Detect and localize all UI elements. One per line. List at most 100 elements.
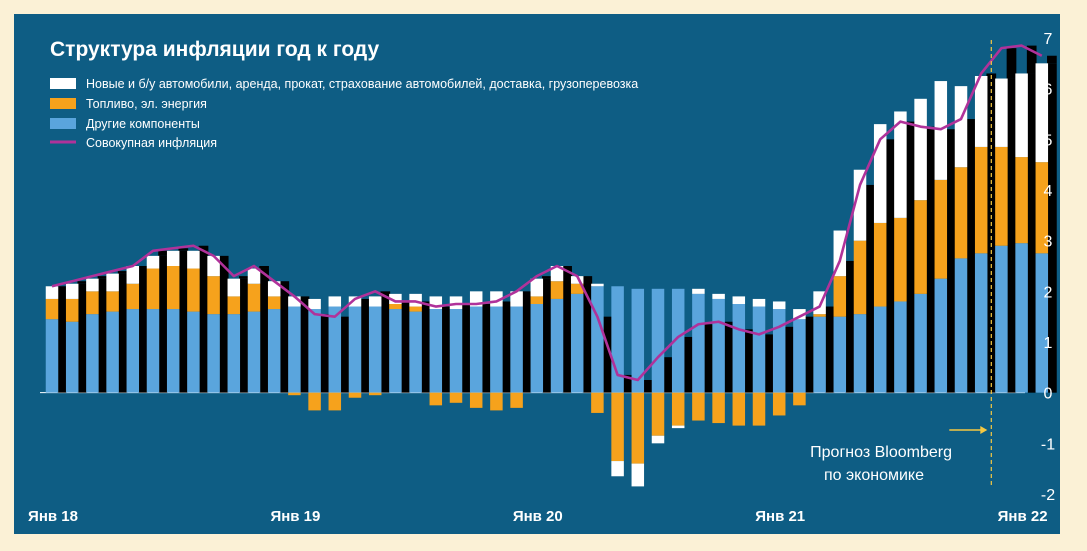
shadow-col-32 (703, 324, 714, 393)
bar-fuel-26 (570, 283, 584, 294)
shadow-col-30 (663, 357, 673, 393)
shadow-col-47 (1006, 78, 1017, 393)
shadow-col-20 (461, 304, 471, 393)
shadow-col-12 (299, 296, 310, 393)
bar-other-31 (671, 288, 685, 393)
bar-fuel-24 (530, 296, 544, 304)
legend: Новые и б/у автомобили, аренда, прокат, … (50, 77, 638, 150)
shadow-7 (198, 245, 209, 251)
bar-cars-3 (106, 273, 119, 292)
bar-cars-33 (712, 293, 725, 299)
bar-cars-34 (732, 296, 746, 304)
bar-cars-24 (530, 278, 544, 297)
y-axis-ticks: 7 6 5 4 3 2 1 0 -1 -2 (1041, 31, 1055, 504)
legend-label-other: Другие компоненты (86, 117, 200, 131)
shadow-col-23 (521, 291, 532, 393)
bar-cars-23 (510, 291, 523, 307)
shadow-col-16 (380, 296, 391, 393)
bar-fuel-21 (469, 392, 483, 408)
bar-other-26 (570, 293, 584, 393)
chart-title: Структура инфляции год к году (50, 38, 379, 61)
bar-cars-39 (833, 230, 847, 277)
shadow-3 (117, 271, 128, 274)
bar-other-41 (873, 306, 887, 393)
bar-fuel-49 (1035, 162, 1049, 254)
bar-cars-35 (752, 298, 766, 307)
shadow-col-17 (400, 301, 411, 393)
bar-other-40 (853, 314, 867, 393)
shadow-col-19 (441, 306, 451, 393)
shadow-col-49 (1047, 63, 1057, 393)
shadow-col-33 (723, 321, 734, 393)
bar-fuel-37 (793, 392, 806, 406)
forecast-group: Прогноз Bloomberg по экономике (810, 40, 992, 486)
bar-cars-46 (974, 76, 988, 147)
bar-other-42 (894, 301, 907, 393)
x-tick-label: Янв 18 (28, 508, 78, 525)
total-line-group (51, 44, 1043, 382)
shadow-1 (77, 281, 88, 284)
shadow-col-37 (804, 316, 815, 393)
bar-other-6 (166, 309, 180, 393)
y-tick-label: 7 (1044, 31, 1053, 48)
bar-fuel-35 (752, 392, 766, 426)
bar-other-36 (772, 309, 786, 393)
bar-other-9 (227, 314, 241, 393)
bar-fuel-36 (772, 392, 786, 416)
shadow-col-6 (178, 250, 189, 393)
shadow-col-3 (117, 273, 128, 393)
bar-other-46 (974, 253, 988, 393)
bar-fuel-7 (187, 268, 200, 312)
bar-cars-40 (853, 169, 867, 241)
bar-cars-1 (65, 283, 79, 299)
bar-cars-12 (288, 296, 301, 307)
bar-cars-47 (995, 78, 1008, 147)
bar-other-39 (833, 316, 847, 393)
bar-other-48 (1015, 243, 1028, 393)
bar-fuel-3 (106, 291, 119, 312)
bar-fuel-8 (207, 276, 220, 315)
shadow-col-31 (683, 336, 694, 393)
shadow-col-4 (138, 266, 148, 393)
bar-fuel-0 (45, 298, 59, 320)
bar-fuel-11 (267, 296, 281, 310)
shadow-col-36 (784, 326, 795, 393)
bar-cars-36 (772, 301, 786, 310)
shadow-47 (1006, 48, 1017, 79)
bar-other-34 (732, 304, 746, 393)
bar-cars-49 (1035, 63, 1049, 163)
bar-cars-42 (894, 111, 907, 218)
shadow-col-40 (865, 184, 875, 393)
bar-other-29 (631, 288, 645, 393)
bar-cars-28 (611, 461, 624, 477)
shadow-col-25 (562, 266, 572, 393)
shadow-49 (1047, 55, 1057, 64)
legend-label-cars: Новые и б/у автомобили, аренда, прокат, … (86, 77, 638, 91)
shadow-col-44 (946, 129, 956, 393)
shadow-col-15 (360, 298, 370, 393)
bar-fuel-23 (510, 392, 523, 408)
shadow-10 (259, 266, 269, 269)
bar-other-43 (914, 293, 927, 393)
legend-label-total: Совокупная инфляция (86, 136, 217, 150)
bars-group (45, 45, 1057, 487)
shadow-col-21 (481, 304, 492, 393)
x-tick-label: Янв 21 (755, 508, 805, 525)
shadow-col-48 (1026, 73, 1037, 393)
shadow-col-18 (420, 301, 431, 393)
shadow-2 (97, 276, 108, 279)
bar-other-25 (550, 298, 564, 393)
shadow-9 (239, 276, 249, 279)
y-tick-label: 1 (1044, 335, 1053, 352)
bar-fuel-16 (368, 392, 382, 396)
shadow-col-22 (501, 301, 512, 393)
bar-cars-25 (550, 266, 564, 282)
bar-other-10 (247, 311, 261, 393)
bar-other-32 (692, 293, 705, 393)
bar-fuel-18 (409, 306, 422, 312)
bar-fuel-22 (490, 392, 503, 411)
bar-other-23 (510, 306, 523, 393)
shadow-col-46 (986, 76, 997, 393)
bar-other-7 (187, 311, 200, 393)
